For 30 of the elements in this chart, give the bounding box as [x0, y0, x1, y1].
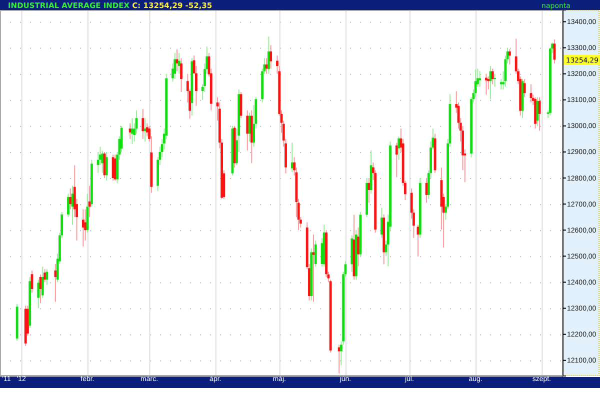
- candlestick: [268, 36, 270, 74]
- candlestick: [105, 151, 108, 182]
- candlestick: [246, 110, 249, 151]
- candlestick: [523, 78, 526, 98]
- candlestick: [46, 268, 48, 286]
- candlestick: [494, 73, 496, 88]
- candlestick: [478, 70, 482, 88]
- candlestick: [86, 193, 89, 234]
- candlestick: [270, 44, 272, 70]
- candlestick: [536, 96, 539, 126]
- candlestick: [491, 68, 494, 85]
- candlestick: [41, 266, 44, 298]
- candlestick: [69, 188, 72, 210]
- candlestick: [314, 240, 317, 268]
- candlestick: [508, 48, 511, 65]
- candlestick: [101, 150, 104, 174]
- candlestick: [178, 52, 180, 74]
- candlestick: [37, 279, 40, 309]
- candlestick: [180, 58, 182, 93]
- candlestick: [176, 48, 178, 72]
- candlestick: [368, 178, 370, 204]
- candlestick: [96, 151, 100, 174]
- candlestick: [485, 73, 488, 96]
- candlestick: [395, 142, 398, 178]
- candlestick: [67, 193, 70, 218]
- candlestick: [174, 52, 176, 80]
- candlestick: [82, 208, 84, 248]
- candlestick: [88, 185, 91, 218]
- candlestick: [54, 263, 57, 302]
- candlestick: [142, 108, 144, 140]
